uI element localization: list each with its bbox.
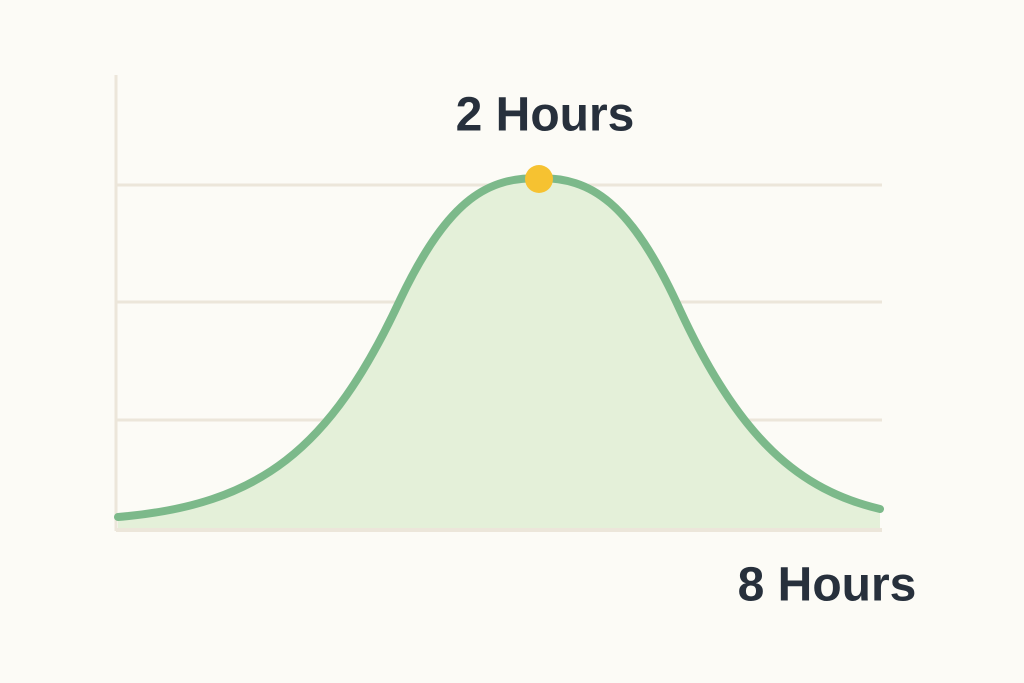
end-label: 8 Hours xyxy=(738,559,917,612)
peak-label: 2 Hours xyxy=(456,89,635,142)
peak-dot xyxy=(525,165,553,193)
